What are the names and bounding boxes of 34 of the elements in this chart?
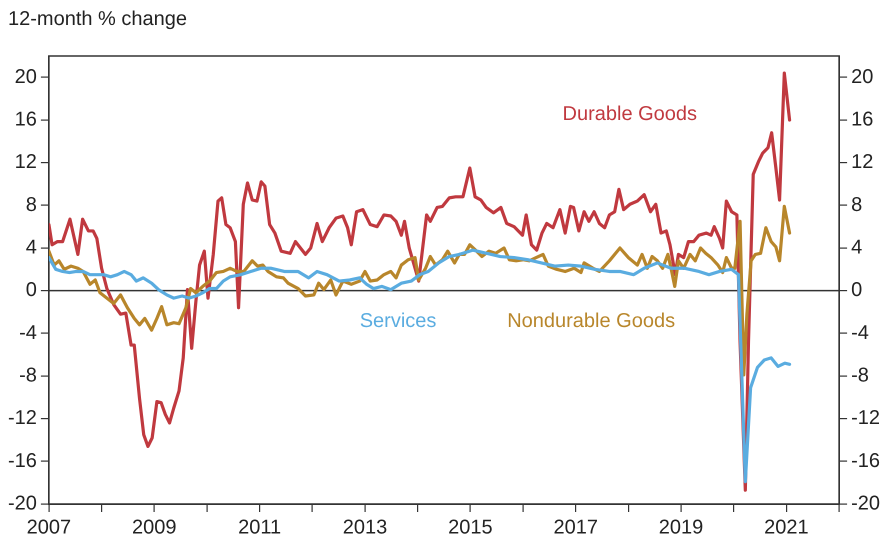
y-tick-label: -8 (19, 364, 37, 387)
y2-tick-label: 4 (851, 236, 862, 259)
y-tick-label: 12 (14, 151, 37, 174)
y-tick-label: 4 (26, 236, 37, 259)
y-tick-label: 20 (14, 66, 37, 88)
x-tick-label: 2019 (658, 516, 704, 539)
y-tick-label: -12 (8, 407, 37, 430)
y-tick-label: 16 (14, 108, 37, 131)
y-tick-label: 8 (26, 194, 37, 216)
x-tick-label: 2007 (26, 516, 72, 539)
y2-tick-label: -16 (851, 450, 880, 472)
y2-tick-label: -8 (851, 364, 869, 387)
x-tick-label: 2017 (553, 516, 598, 539)
y2-tick-label: -20 (851, 492, 880, 515)
x-tick-label: 2021 (764, 516, 809, 539)
x-tick-label: 2011 (238, 516, 282, 539)
y-axis-title: 12-month % change (8, 8, 188, 31)
y2-tick-label: 16 (851, 108, 874, 131)
series-label: Nondurable Goods (507, 310, 676, 332)
y-tick-label: -16 (8, 450, 37, 472)
y-tick-label: -4 (19, 322, 37, 344)
y2-tick-label: 20 (851, 66, 874, 88)
y2-tick-label: 8 (851, 194, 862, 216)
x-tick-label: 2013 (342, 516, 388, 539)
series-label: Services (360, 310, 436, 332)
y-tick-label: -20 (8, 492, 37, 515)
y2-tick-label: -4 (851, 322, 869, 344)
x-tick-label: 2009 (132, 516, 177, 539)
x-tick-label: 2015 (448, 516, 493, 539)
y2-tick-label: -12 (851, 407, 880, 430)
text: Durable Goods (562, 103, 698, 126)
y2-tick-label: 0 (851, 279, 862, 302)
y-tick-label: 0 (26, 279, 37, 302)
y2-tick-label: 12 (851, 151, 874, 174)
